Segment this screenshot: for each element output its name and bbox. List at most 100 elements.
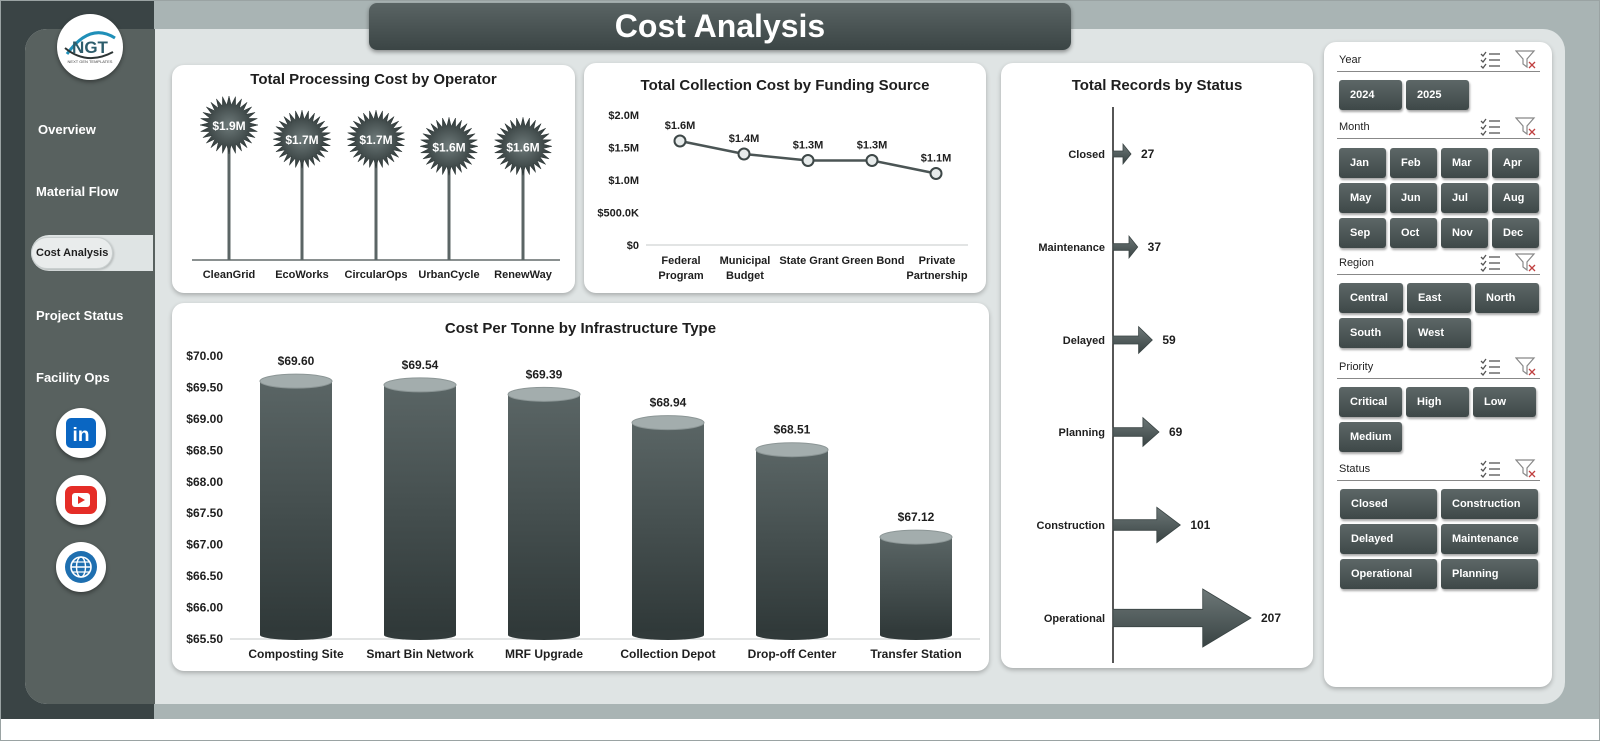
month-option-mar[interactable]: Mar bbox=[1441, 148, 1488, 178]
status-option-delayed[interactable]: Delayed bbox=[1340, 524, 1437, 554]
tonne-y-tick-label: $66.00 bbox=[186, 601, 223, 615]
nav-item-cost-analysis[interactable]: Cost Analysis bbox=[36, 247, 109, 259]
status-multiselect-icon[interactable] bbox=[1479, 459, 1501, 479]
processing-cost-card: Total Processing Cost by Operator $1.9M C… bbox=[172, 65, 575, 293]
month-option-sep[interactable]: Sep bbox=[1339, 218, 1386, 248]
processing-burst-marker bbox=[199, 95, 259, 155]
collection-data-label: $1.6M bbox=[665, 120, 696, 132]
region-option-south[interactable]: South bbox=[1339, 318, 1403, 348]
processing-category-label: CleanGrid bbox=[203, 269, 256, 281]
month-option-apr[interactable]: Apr bbox=[1492, 148, 1539, 178]
collection-category-label: Partnership bbox=[906, 270, 967, 282]
collection-point bbox=[801, 154, 815, 167]
month-clear-filter-icon[interactable] bbox=[1514, 117, 1537, 137]
priority-slicer-divider bbox=[1337, 378, 1540, 379]
tonne-y-tick-label: $68.00 bbox=[186, 475, 223, 489]
priority-multiselect-icon[interactable] bbox=[1479, 357, 1501, 377]
region-option-west[interactable]: West bbox=[1407, 318, 1471, 348]
status-category-label: Delayed bbox=[1063, 335, 1105, 347]
priority-option-critical[interactable]: Critical bbox=[1339, 387, 1402, 417]
collection-data-label: $1.3M bbox=[793, 140, 824, 152]
month-option-dec[interactable]: Dec bbox=[1492, 218, 1539, 248]
tonne-bar-base bbox=[756, 630, 828, 640]
region-option-north[interactable]: North bbox=[1475, 283, 1539, 313]
status-option-closed[interactable]: Closed bbox=[1340, 489, 1437, 519]
nav-item-project-status[interactable]: Project Status bbox=[36, 308, 124, 323]
processing-category-label: RenewWay bbox=[494, 269, 553, 281]
logo-subtext: NEXT GEN TEMPLATES bbox=[68, 59, 113, 64]
month-option-nov[interactable]: Nov bbox=[1441, 218, 1488, 248]
tonne-bar-top bbox=[259, 373, 333, 389]
month-multiselect-icon[interactable] bbox=[1479, 117, 1501, 137]
tonne-data-label: $69.54 bbox=[402, 358, 439, 372]
processing-category-label: EcoWorks bbox=[275, 269, 329, 281]
month-option-jun[interactable]: Jun bbox=[1390, 183, 1437, 213]
processing-burst-marker bbox=[272, 110, 332, 169]
region-multiselect-icon[interactable] bbox=[1479, 253, 1501, 273]
tonne-category-label: Smart Bin Network bbox=[366, 647, 474, 661]
region-clear-filter-icon[interactable] bbox=[1514, 253, 1537, 273]
tonne-bar-top bbox=[507, 386, 581, 402]
processing-cost-chart: $1.9M CleanGrid $1.7M EcoWorks $1.7M Circular… bbox=[192, 95, 560, 281]
nav-item-material-flow[interactable]: Material Flow bbox=[36, 184, 119, 199]
tonne-y-tick-label: $70.00 bbox=[186, 349, 223, 363]
nav-item-overview[interactable]: Overview bbox=[38, 122, 96, 137]
priority-option-low[interactable]: Low bbox=[1473, 387, 1536, 417]
status-arrow bbox=[1112, 588, 1252, 648]
tonne-data-label: $69.60 bbox=[278, 354, 315, 368]
tonne-bar-base bbox=[384, 630, 456, 640]
year-multiselect-icon[interactable] bbox=[1479, 50, 1501, 70]
month-option-feb[interactable]: Feb bbox=[1390, 148, 1437, 178]
year-slicer-divider bbox=[1337, 71, 1540, 72]
nav-active-button[interactable] bbox=[31, 237, 113, 269]
month-option-oct[interactable]: Oct bbox=[1390, 218, 1437, 248]
linkedin-icon-text: in bbox=[73, 425, 90, 446]
month-option-aug[interactable]: Aug bbox=[1492, 183, 1539, 213]
tonne-category-label: Composting Site bbox=[248, 647, 344, 661]
priority-option-medium[interactable]: Medium bbox=[1339, 422, 1402, 452]
month-option-jan[interactable]: Jan bbox=[1339, 148, 1386, 178]
status-data-label: 101 bbox=[1190, 518, 1210, 532]
processing-data-label: $1.9M bbox=[212, 119, 245, 133]
status-option-planning[interactable]: Planning bbox=[1441, 559, 1538, 589]
tonne-bar-top bbox=[631, 415, 705, 431]
website-button[interactable] bbox=[56, 542, 106, 592]
collection-point bbox=[929, 167, 943, 180]
nav-item-facility-ops[interactable]: Facility Ops bbox=[36, 370, 110, 385]
region-option-east[interactable]: East bbox=[1407, 283, 1471, 313]
priority-option-high[interactable]: High bbox=[1406, 387, 1469, 417]
status-arrow bbox=[1112, 234, 1139, 260]
sidebar bbox=[25, 29, 155, 704]
month-option-may[interactable]: May bbox=[1339, 183, 1386, 213]
priority-slicer-label: Priority bbox=[1339, 361, 1374, 373]
processing-burst-marker bbox=[419, 117, 479, 176]
status-option-operational[interactable]: Operational bbox=[1340, 559, 1437, 589]
linkedin-button[interactable]: in bbox=[56, 408, 106, 458]
tonne-bar bbox=[384, 384, 456, 635]
tonne-data-label: $69.39 bbox=[526, 367, 563, 381]
month-option-jul[interactable]: Jul bbox=[1441, 183, 1488, 213]
status-category-label: Operational bbox=[1044, 613, 1105, 625]
region-slicer-divider bbox=[1337, 274, 1540, 275]
collection-cost-title: Total Collection Cost by Funding Source bbox=[640, 77, 930, 94]
region-option-central[interactable]: Central bbox=[1339, 283, 1403, 313]
status-option-construction[interactable]: Construction bbox=[1441, 489, 1538, 519]
tonne-bar bbox=[260, 381, 332, 635]
status-category-label: Closed bbox=[1068, 149, 1105, 161]
tonne-bar-base bbox=[632, 630, 704, 640]
year-option-2024[interactable]: 2024 bbox=[1339, 80, 1402, 110]
year-clear-filter-icon[interactable] bbox=[1514, 50, 1537, 70]
status-category-label: Construction bbox=[1037, 520, 1106, 532]
collection-category-label: Program bbox=[658, 270, 703, 282]
tonne-y-tick-label: $67.00 bbox=[186, 538, 223, 552]
status-clear-filter-icon[interactable] bbox=[1514, 459, 1537, 479]
status-option-maintenance[interactable]: Maintenance bbox=[1441, 524, 1538, 554]
year-option-2025[interactable]: 2025 bbox=[1406, 80, 1469, 110]
tonne-bar bbox=[880, 537, 952, 635]
youtube-button[interactable] bbox=[56, 475, 106, 525]
tonne-category-label: Collection Depot bbox=[620, 647, 715, 661]
tonne-category-label: MRF Upgrade bbox=[505, 647, 583, 661]
logo-icon: NGT NEXT GEN TEMPLATES bbox=[64, 31, 116, 64]
priority-clear-filter-icon[interactable] bbox=[1514, 357, 1537, 377]
collection-y-tick-label: $500.0K bbox=[597, 208, 639, 220]
